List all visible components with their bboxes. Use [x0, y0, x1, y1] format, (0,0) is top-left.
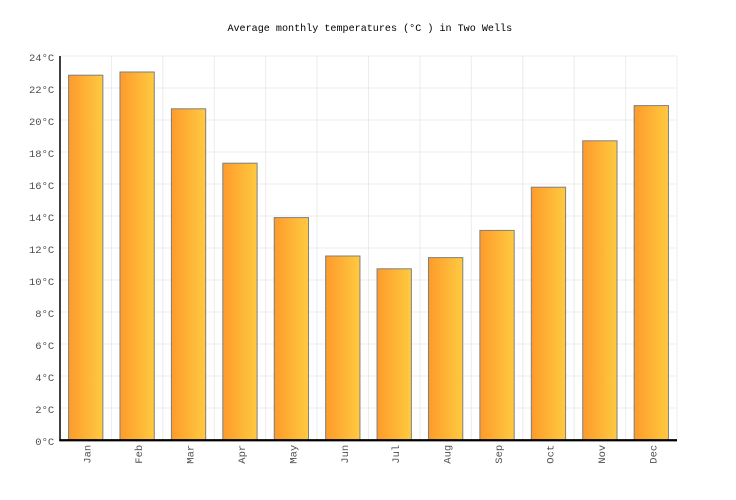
svg-text:Average monthly temperatures (: Average monthly temperatures (°C ) in Tw… [227, 23, 512, 35]
svg-text:24°C: 24°C [29, 53, 54, 65]
svg-text:12°C: 12°C [29, 245, 54, 257]
svg-text:Apr: Apr [237, 445, 249, 464]
svg-text:Aug: Aug [443, 445, 455, 464]
svg-text:Jan: Jan [83, 445, 95, 464]
svg-text:Jun: Jun [340, 445, 352, 464]
svg-text:Mar: Mar [186, 445, 198, 464]
svg-text:10°C: 10°C [29, 277, 54, 289]
svg-text:0°C: 0°C [35, 437, 54, 449]
svg-text:18°C: 18°C [29, 149, 54, 161]
svg-text:Nov: Nov [597, 445, 609, 464]
svg-text:2°C: 2°C [35, 405, 54, 417]
svg-text:8°C: 8°C [35, 309, 54, 321]
svg-text:6°C: 6°C [35, 341, 54, 353]
svg-text:Feb: Feb [134, 445, 146, 464]
svg-text:Jul: Jul [391, 445, 403, 464]
svg-text:20°C: 20°C [29, 117, 54, 129]
svg-text:14°C: 14°C [29, 213, 54, 225]
svg-text:Dec: Dec [648, 445, 660, 464]
svg-text:4°C: 4°C [35, 373, 54, 385]
svg-text:May: May [288, 445, 300, 464]
svg-text:Sep: Sep [494, 445, 506, 464]
svg-text:22°C: 22°C [29, 85, 54, 97]
svg-text:Oct: Oct [545, 445, 557, 464]
svg-text:16°C: 16°C [29, 181, 54, 193]
